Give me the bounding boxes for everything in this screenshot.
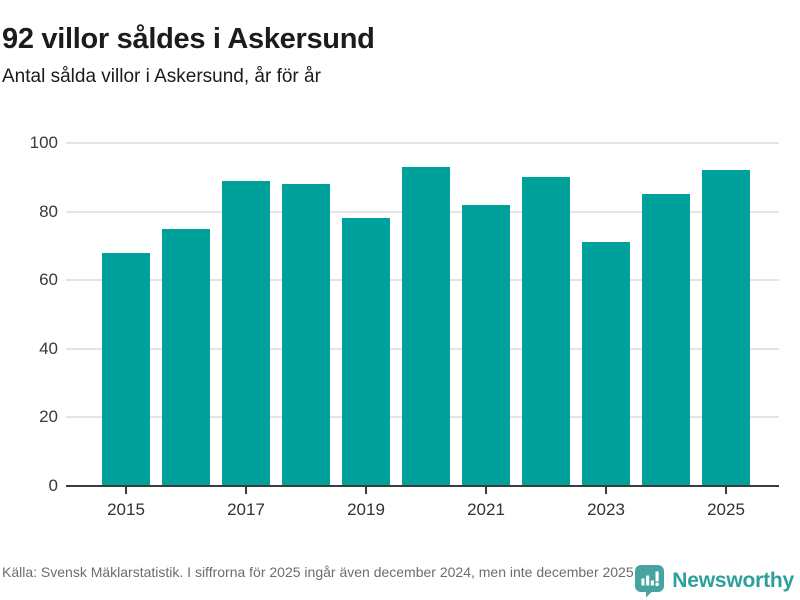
bar-2020 [402,167,450,485]
bar-2023 [582,242,630,485]
bar-2015 [102,252,150,485]
bar-2025 [702,170,750,485]
bar-2024 [642,194,690,485]
newsworthy-logo[interactable]: Newsworthy [634,564,794,598]
x-tick-mark [245,487,247,494]
x-tick-label: 2023 [587,500,625,519]
newsworthy-wordmark: Newsworthy [672,569,794,592]
page-subtitle: Antal sålda villor i Askersund, år för å… [2,66,321,87]
y-tick-label: 0 [48,476,58,495]
x-tick-mark [725,487,727,494]
bar-2019 [342,218,390,485]
x-axis-line [66,485,779,487]
x-tick-mark [365,487,367,494]
y-tick-label: 40 [39,338,58,358]
bar-2016 [162,228,210,485]
x-tick-mark [125,487,127,494]
y-tick-label: 20 [39,407,58,427]
x-tick-label: 2015 [107,500,145,519]
y-tick-label: 100 [29,133,58,152]
bar-2021 [462,204,510,485]
bar-2018 [282,184,330,485]
x-tick-label: 2017 [227,500,265,519]
newsworthy-bubble-chart-icon [634,564,665,598]
x-tick-label: 2021 [467,500,505,519]
x-tick-label: 2025 [707,500,745,519]
bar-2022 [522,177,570,485]
x-tick-label: 2019 [347,500,385,519]
source-note: Källa: Svensk Mäklarstatistik. I siffror… [2,564,638,580]
y-tick-label: 80 [39,201,58,221]
bar-2017 [222,180,270,485]
x-tick-mark [485,487,487,494]
x-tick-mark [605,487,607,494]
y-tick-label: 60 [39,270,58,290]
page-title: 92 villor såldes i Askersund [2,23,375,56]
gridline-100 [66,142,779,144]
